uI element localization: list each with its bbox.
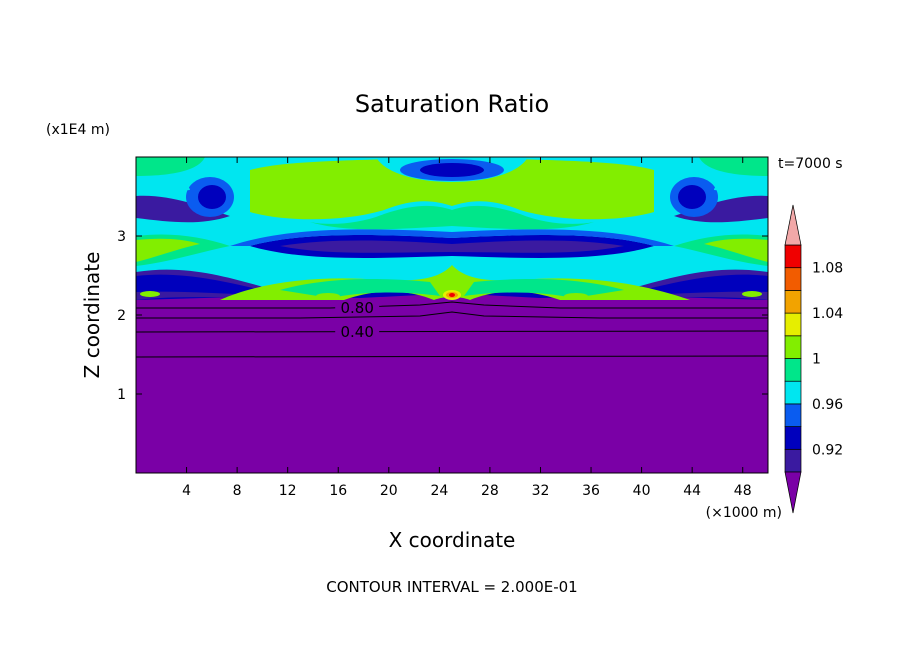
field-spot (564, 293, 588, 299)
y-axis-label: Z coordinate (80, 252, 104, 379)
colorbar-label: 0.92 (812, 442, 843, 458)
x-axis-label: X coordinate (389, 528, 516, 552)
field-band (714, 176, 768, 191)
x-tick-label: 48 (734, 483, 752, 499)
colorbar-swatch (784, 244, 802, 269)
colorbar-swatch (784, 267, 802, 291)
y-axis: 1 2 3 (117, 229, 768, 403)
x-tick-label: 40 (633, 483, 651, 499)
field-spot (198, 185, 226, 209)
field-band (280, 240, 624, 253)
contour-line (135, 355, 769, 358)
field-spot (316, 293, 340, 299)
contour-label: 0.80 (340, 299, 373, 317)
contour-label: 0.40 (340, 323, 373, 341)
field-band (136, 176, 190, 191)
contour-label-bg (335, 323, 380, 339)
field-band (624, 274, 768, 295)
field-band (136, 274, 280, 295)
field-spot (678, 185, 706, 209)
x-tick-label: 24 (430, 483, 448, 499)
plot-area (136, 157, 768, 473)
x-tick-label: 12 (279, 483, 297, 499)
field-band (310, 205, 594, 230)
field-spot (140, 291, 160, 297)
field-band (699, 157, 768, 176)
contour-line (136, 301, 768, 309)
field-band (136, 238, 200, 262)
x-tick-label: 36 (582, 483, 600, 499)
contour-line (136, 311, 768, 319)
field-band (464, 279, 624, 298)
colorbar-swatch (784, 448, 802, 473)
x-tick-label: 8 (233, 483, 242, 499)
field-band (250, 158, 654, 220)
field-band (136, 157, 205, 176)
y-units-label: (x1E4 m) (46, 122, 110, 138)
field-spot (449, 293, 455, 297)
colorbar-swatch (784, 312, 802, 337)
colorbar-label: 0.96 (812, 397, 843, 413)
x-units-label: (×1000 m) (706, 505, 782, 521)
field-band (230, 229, 674, 246)
x-tick-label: 16 (329, 483, 347, 499)
x-tick-label: 32 (532, 483, 550, 499)
y-tick-label: 1 (117, 387, 126, 403)
field-spot (420, 163, 484, 177)
time-label: t=7000 s (778, 156, 843, 172)
colorbar-label: 1 (812, 352, 821, 368)
chart-title: Saturation Ratio (355, 90, 549, 118)
colorbar-label: 1.08 (812, 261, 843, 277)
x-tick-label: 4 (182, 483, 191, 499)
y-tick-label: 2 (117, 308, 126, 324)
colorbar-arrow-bottom (784, 471, 802, 514)
colorbar-swatch (784, 335, 802, 359)
colorbar-label: 1.04 (812, 306, 843, 322)
contour-label-bg (335, 300, 380, 316)
x-axis: 4 8 12 16 20 24 28 32 36 40 44 48 (182, 157, 752, 499)
colorbar-swatch (784, 403, 802, 427)
colorbar-swatch (784, 358, 802, 382)
x-tick-label: 28 (481, 483, 499, 499)
contour-fields (136, 157, 768, 300)
colorbar-arrow-top (784, 204, 802, 246)
colorbar-swatch (784, 426, 802, 450)
contour-line (135, 330, 769, 333)
y-tick-label: 3 (117, 229, 126, 245)
contour-interval-label: CONTOUR INTERVAL = 2.000E-01 (326, 578, 577, 596)
x-tick-label: 44 (683, 483, 701, 499)
x-tick-label: 20 (380, 483, 398, 499)
field-spot (742, 291, 762, 297)
colorbar-swatch (784, 380, 802, 405)
contour-lines: 0.80 0.40 (135, 299, 769, 358)
colorbar: 0.92 0.96 1 1.04 1.08 (784, 204, 843, 514)
colorbar-swatch (784, 290, 802, 314)
field-band (280, 279, 440, 298)
field-band (704, 238, 768, 262)
